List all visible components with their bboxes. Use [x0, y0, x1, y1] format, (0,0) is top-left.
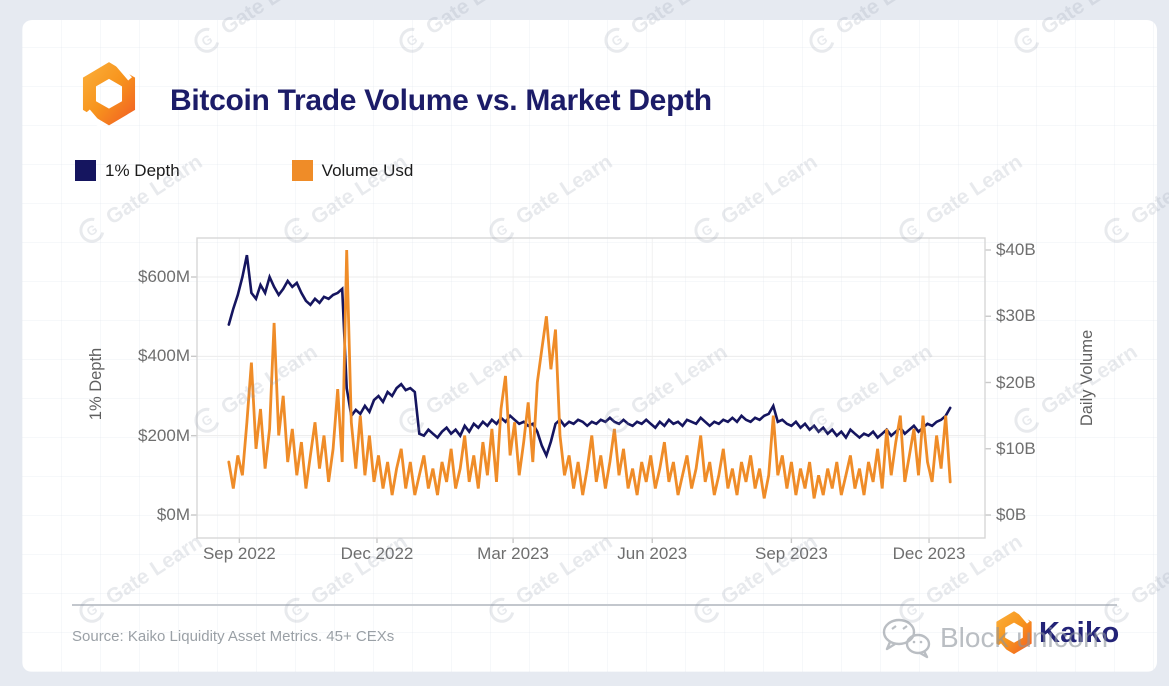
- blockunicorn-watermark: Block unicorn: [880, 616, 1108, 660]
- kaiko-brand-icon: [996, 610, 1032, 657]
- right-axis-tick-label: $20B: [996, 372, 1036, 392]
- x-axis-tick-label: Dec 2022: [340, 544, 414, 563]
- kaiko-logo-icon: [82, 60, 136, 130]
- blockunicorn-text: Block unicorn: [940, 622, 1109, 653]
- kaiko-brand-word: Kaiko: [1039, 617, 1120, 649]
- left-axis-tick-label: $0M: [156, 505, 190, 524]
- x-axis-tick-label: Jun 2023: [617, 544, 688, 563]
- x-axis-tick-label: Mar 2023: [477, 544, 549, 563]
- plot-border: [196, 237, 986, 539]
- legend-label-volume: Volume Usd: [321, 160, 414, 180]
- x-axis-tick-label: Sep 2023: [754, 544, 828, 563]
- chart-card: [22, 20, 1157, 672]
- left-axis-tick-label: $600M: [138, 267, 190, 286]
- source-note: Source: Kaiko Liquidity Asset Metrics. 4…: [72, 628, 395, 645]
- legend-label-depth: 1% Depth: [105, 160, 180, 180]
- kaiko-brand: Kaiko: [993, 610, 1119, 657]
- depth-line: [227, 254, 952, 460]
- left-axis-tick-label: $400M: [138, 346, 190, 366]
- right-axis-tick-label: $10B: [996, 438, 1036, 458]
- right-axis-tick-label: $30B: [996, 306, 1036, 326]
- right-axis-tick-label: $40B: [996, 240, 1036, 259]
- wechat-icon: [882, 618, 931, 659]
- page-title: Bitcoin Trade Volume vs. Market Depth: [170, 84, 712, 117]
- chart-legend: 1% Depth Volume Usd: [75, 160, 413, 181]
- x-axis-tick-label: Sep 2022: [202, 544, 276, 563]
- legend-swatch-volume: [291, 160, 313, 181]
- volume-line: [227, 249, 952, 499]
- x-axis-tick-label: Dec 2023: [892, 544, 966, 563]
- legend-swatch-depth: [75, 160, 96, 181]
- left-axis-tick-label: $200M: [138, 425, 190, 445]
- footer-divider: [72, 604, 1117, 606]
- right-axis-tick-label: $0B: [996, 505, 1027, 524]
